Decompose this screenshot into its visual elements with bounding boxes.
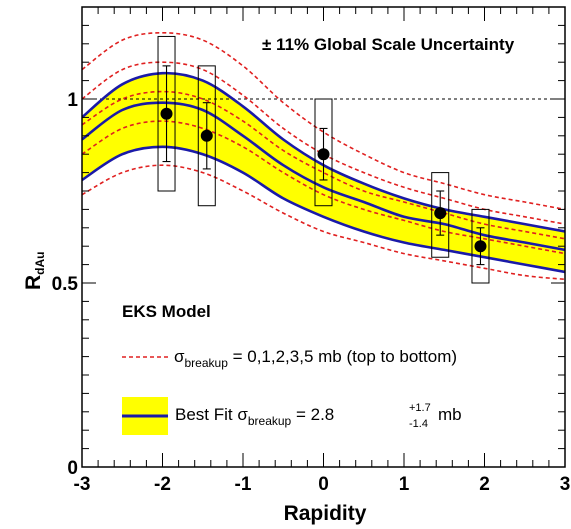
y-axis-title-sub: dAu <box>33 252 47 275</box>
x-tick-label-0: -3 <box>74 474 91 495</box>
data-points <box>157 35 490 284</box>
dashed-curve-sigma-5 <box>82 164 565 281</box>
x-tick-label-4: 1 <box>399 474 410 495</box>
global-scale-annotation: ± 11% Global Scale Uncertainty <box>262 35 515 54</box>
systematic-box-1 <box>197 65 216 207</box>
x-tick-label-5: 2 <box>479 474 490 495</box>
dashed-curve-sigma-3 <box>82 120 565 255</box>
legend-dashed-text: σbreakup = 0,1,2,3,5 mb (top to bottom) <box>174 347 457 370</box>
x-tick-label-3: 0 <box>318 474 329 495</box>
model-label: EKS Model <box>122 302 211 321</box>
data-point-2 <box>317 148 330 161</box>
legend-best-fit-symbol: σ <box>237 405 248 424</box>
dashed-curve-sigma-0 <box>82 31 565 211</box>
systematic-box-3 <box>431 172 450 258</box>
legend-best-fit-sup: +1.7 <box>409 402 431 414</box>
legend-best-fit-subscript: -1.4 <box>409 418 428 430</box>
data-point-1 <box>200 129 213 142</box>
axis-ticks <box>81 6 566 468</box>
best-fit-central-line <box>82 101 565 252</box>
legend-best-fit-unit: mb <box>438 405 462 424</box>
plot-area <box>82 31 565 284</box>
systematic-box-0 <box>157 35 176 192</box>
legend-dashed-values: = 0,1,2,3,5 mb (top to bottom) <box>228 347 457 366</box>
x-tick-label-1: -2 <box>154 474 171 495</box>
dashed-curve-sigma-2 <box>82 90 565 240</box>
legend-best-fit-sub: breakup <box>248 414 292 428</box>
data-point-3 <box>434 207 447 220</box>
best-fit-lower-line <box>82 145 565 274</box>
legend-best-fit-text: Best Fit σbreakup = 2.8 <box>175 405 334 428</box>
y-tick-label-1: 0.5 <box>52 274 79 295</box>
y-tick-label-0: 0 <box>67 458 78 479</box>
data-point-0 <box>160 107 173 120</box>
y-axis-title: RdAu <box>22 252 47 291</box>
x-axis-title: Rapidity <box>284 502 367 525</box>
y-axis-title-main: R <box>22 275 45 290</box>
legend-dashed-sub: breakup <box>185 356 229 370</box>
data-point-4 <box>474 240 487 253</box>
axis-tick-labels: -3 -2 -1 0 1 2 3 0 0.5 1 <box>52 90 571 495</box>
legend-best-fit-value: = 2.8 <box>291 405 334 424</box>
x-tick-label-6: 3 <box>560 474 571 495</box>
legend-best-fit-prefix: Best Fit <box>175 405 237 424</box>
systematic-box-4 <box>471 208 490 284</box>
x-tick-label-2: -1 <box>235 474 252 495</box>
systematic-box-2 <box>314 98 333 207</box>
legend-dashed-symbol: σ <box>174 347 185 366</box>
y-tick-label-2: 1 <box>67 90 78 111</box>
